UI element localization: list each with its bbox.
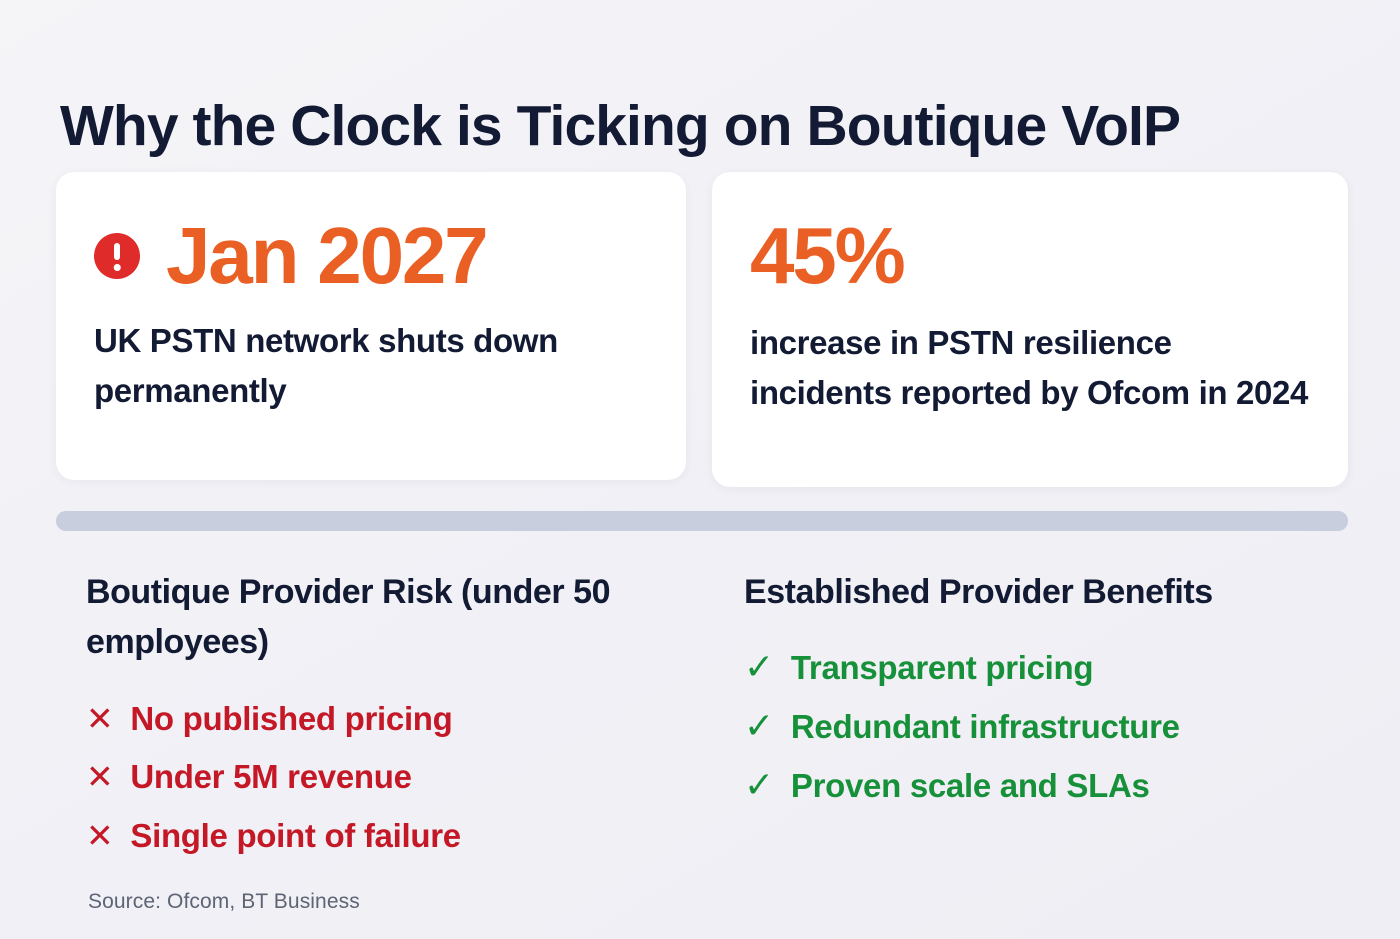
column-heading: Boutique Provider Risk (under 50 employe…	[86, 573, 611, 662]
list-item-label: Transparent pricing	[790, 649, 1094, 687]
stat-headline-row: Jan 2027	[94, 216, 652, 296]
stat-description: UK PSTN network shuts down permanently	[94, 322, 558, 409]
check-icon: ✓	[744, 646, 774, 688]
comparison-columns: Boutique Provider Risk (under 50 employe…	[56, 567, 1348, 866]
column-established-provider-benefits: Established Provider Benefits ✓ Transpar…	[712, 567, 1348, 866]
column-heading: Established Provider Benefits	[744, 573, 1213, 611]
cross-icon: ✕	[86, 817, 114, 855]
section-divider-bar	[56, 511, 1348, 531]
list-item: ✓ Proven scale and SLAs	[744, 757, 1348, 816]
source-note: Source: Ofcom, BT Business	[88, 890, 360, 913]
benefit-item-list: ✓ Transparent pricing ✓ Redundant infras…	[744, 639, 1348, 815]
list-item-label: Single point of failure	[130, 817, 461, 855]
list-item: ✕ Under 5M revenue	[86, 748, 686, 807]
stat-description: increase in PSTN resilience incidents re…	[750, 324, 1309, 411]
alert-circle-icon	[94, 233, 140, 279]
column-boutique-provider-risk: Boutique Provider Risk (under 50 employe…	[56, 567, 686, 866]
stat-card-resilience-incidents: 45% increase in PSTN resilience incident…	[712, 172, 1348, 487]
list-item: ✕ No published pricing	[86, 690, 686, 749]
check-icon: ✓	[744, 705, 774, 747]
list-item: ✓ Redundant infrastructure	[744, 698, 1348, 757]
list-item-label: No published pricing	[130, 699, 453, 737]
page-title: Why the Clock is Ticking on Boutique VoI…	[60, 94, 1181, 159]
cross-icon: ✕	[86, 699, 114, 737]
list-item-label: Redundant infrastructure	[790, 708, 1180, 746]
list-item-label: Proven scale and SLAs	[790, 766, 1150, 804]
stat-card-pstn-shutdown: Jan 2027 UK PSTN network shuts down perm…	[56, 172, 686, 480]
list-item: ✕ Single point of failure	[86, 807, 686, 866]
stat-value: 45%	[750, 211, 906, 300]
check-icon: ✓	[744, 763, 774, 805]
cross-icon: ✕	[86, 758, 114, 796]
risk-item-list: ✕ No published pricing ✕ Under 5M revenu…	[86, 690, 686, 866]
stat-card-group: Jan 2027 UK PSTN network shuts down perm…	[56, 172, 1348, 487]
list-item: ✓ Transparent pricing	[744, 639, 1348, 698]
stat-value: Jan 2027	[166, 211, 489, 300]
list-item-label: Under 5M revenue	[130, 758, 412, 796]
